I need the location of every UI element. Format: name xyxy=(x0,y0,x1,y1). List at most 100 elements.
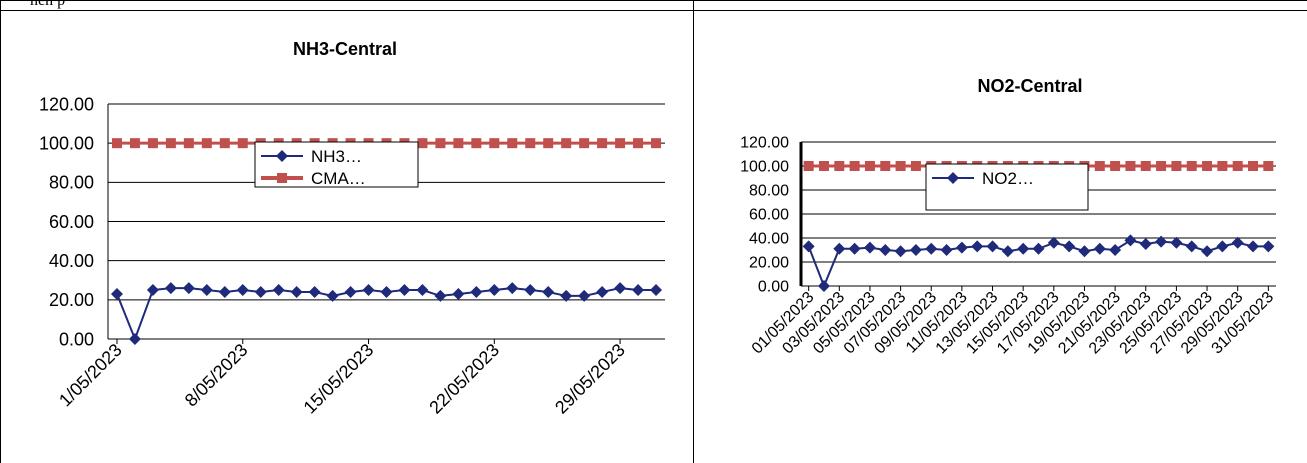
data-point-main xyxy=(1231,236,1244,249)
data-point-cma xyxy=(1248,161,1259,171)
data-point-main xyxy=(894,245,907,258)
data-point-main xyxy=(1216,240,1229,253)
data-point-cma xyxy=(561,138,572,149)
data-point-cma xyxy=(651,138,662,149)
data-point-main xyxy=(1109,244,1122,256)
data-point-main xyxy=(1155,235,1168,248)
data-point-main xyxy=(1201,245,1214,258)
data-point-main xyxy=(971,240,984,253)
y-tick-label: 40.00 xyxy=(49,251,94,271)
data-point-main xyxy=(146,284,159,297)
data-point-cma xyxy=(525,138,536,149)
data-point-main xyxy=(1139,238,1152,250)
data-point-main xyxy=(833,242,846,255)
data-point-cma xyxy=(818,161,829,171)
data-point-main xyxy=(236,284,249,297)
data-point-main xyxy=(416,284,429,297)
y-tick-label: 20.00 xyxy=(749,255,789,272)
data-point-cma xyxy=(417,138,428,149)
data-point-cma xyxy=(849,161,860,171)
left-border xyxy=(0,0,1,463)
data-point-cma xyxy=(489,138,500,149)
data-point-main xyxy=(434,289,447,302)
data-point-cma xyxy=(183,138,194,149)
data-point-main xyxy=(1063,240,1076,253)
data-point-cma xyxy=(834,161,845,171)
data-point-cma xyxy=(880,161,891,171)
data-point-main xyxy=(1124,234,1137,247)
data-point-cma xyxy=(910,161,921,171)
no2-chart: NO2-Central 0.00 20.00 40.00 60.00 80.00 100.… xyxy=(740,76,1277,357)
data-point-main xyxy=(632,284,645,297)
data-point-main xyxy=(596,286,609,298)
data-point-main xyxy=(506,282,519,295)
data-point-main xyxy=(290,286,303,298)
data-point-cma xyxy=(1110,161,1121,171)
data-point-cma xyxy=(1171,161,1182,171)
data-point-main xyxy=(879,244,892,256)
data-point-main xyxy=(344,286,357,298)
y-tick-label: 40.00 xyxy=(749,231,789,248)
x-tick-label: 15/05/2023 xyxy=(300,340,378,418)
data-point-main xyxy=(863,241,876,254)
x-tick-label: 29/05/2023 xyxy=(551,340,629,418)
data-point-main xyxy=(614,282,627,295)
y-tick-label: 60.00 xyxy=(49,212,94,232)
y-tick-label: 0.00 xyxy=(59,329,94,349)
data-point-cma xyxy=(579,138,590,149)
x-tick-label: 8/05/2023 xyxy=(181,340,252,411)
data-point-main xyxy=(650,284,663,297)
data-point-main xyxy=(1032,242,1045,255)
data-point-cma xyxy=(803,161,814,171)
chart-title: NO2-Central xyxy=(977,76,1082,96)
data-point-main xyxy=(1017,242,1030,255)
y-tick-label: 80.00 xyxy=(49,173,94,193)
data-point-main xyxy=(817,280,830,292)
data-point-main xyxy=(940,244,953,256)
data-point-main xyxy=(470,286,483,298)
data-point-main xyxy=(218,286,231,298)
data-point-main xyxy=(362,284,375,297)
data-point-cma xyxy=(1156,161,1167,171)
data-point-cma xyxy=(597,138,608,149)
data-point-main xyxy=(488,284,501,297)
data-point-cma xyxy=(129,138,140,149)
data-point-main xyxy=(848,242,861,255)
legend-label: NO2… xyxy=(982,169,1034,188)
data-point-cma xyxy=(453,138,464,149)
data-point-main xyxy=(578,289,591,302)
data-point-cma xyxy=(1186,161,1197,171)
data-point-main xyxy=(1047,236,1060,249)
data-point-main xyxy=(128,333,141,345)
data-point-main xyxy=(452,287,465,300)
data-point-cma xyxy=(147,138,158,149)
y-tick-label: 0.00 xyxy=(758,279,789,296)
data-point-main xyxy=(802,240,815,253)
data-point-main xyxy=(110,287,123,300)
data-point-main xyxy=(1093,242,1106,255)
top-border xyxy=(0,0,1307,1)
legend-label: CMA… xyxy=(311,169,366,188)
data-point-cma xyxy=(1202,161,1213,171)
data-point-cma xyxy=(864,161,875,171)
data-point-main xyxy=(542,286,555,298)
data-point-cma xyxy=(219,138,230,149)
header-text: hen p xyxy=(30,0,66,9)
data-point-main xyxy=(398,284,411,297)
data-point-cma xyxy=(1094,161,1105,171)
data-point-cma xyxy=(237,138,248,149)
row-divider xyxy=(0,10,1307,11)
data-point-cma xyxy=(895,161,906,171)
data-point-main xyxy=(1247,240,1260,253)
data-point-main xyxy=(1001,245,1014,258)
data-point-main xyxy=(326,289,339,302)
y-tick-label: 100.00 xyxy=(740,159,789,176)
data-point-cma xyxy=(111,138,122,149)
y-tick-label: 100.00 xyxy=(39,133,94,153)
data-point-cma xyxy=(1263,161,1274,171)
data-point-main xyxy=(1262,240,1275,253)
legend-swatch-marker xyxy=(947,172,959,184)
data-point-main xyxy=(524,284,537,297)
data-point-cma xyxy=(543,138,554,149)
legend-swatch-marker xyxy=(277,173,287,183)
